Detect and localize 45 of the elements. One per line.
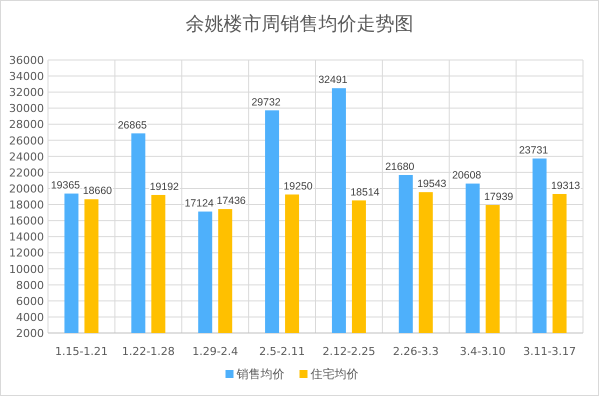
data-label: 19543 [417,178,447,190]
x-tick-label: 1.15-1.21 [54,345,108,358]
data-label: 17939 [484,191,514,204]
y-tick-label: 4000 [16,310,44,324]
chart-title: 余姚楼市周销售均价走势图 [186,13,414,35]
x-tick-label: 3.4-3.10 [460,345,506,358]
x-tick-label: 2.12-2.25 [322,345,376,358]
y-tick-label: 34000 [9,70,44,84]
x-tick-label: 2.26-3.3 [392,345,439,358]
y-tick-label: 22000 [9,166,44,180]
x-tick-label: 1.29-2.4 [192,345,238,358]
y-tick-label: 2000 [16,327,44,340]
data-label: 21680 [385,160,415,173]
data-label: 20608 [452,170,482,182]
data-label: 23731 [518,144,548,157]
x-tick-label: 3.11-3.17 [523,345,576,358]
y-tick-label: 18000 [9,198,44,212]
y-tick-label: 16000 [9,214,44,228]
data-label: 19313 [550,180,580,192]
legend-label: 销售均价 [236,367,284,381]
legend-label: 住宅均价 [310,367,358,381]
y-tick-label: 30000 [9,102,44,116]
y-tick-label: 36000 [9,54,44,67]
data-label: 32491 [318,74,348,86]
y-tick-label: 6000 [16,294,44,308]
data-label: 17436 [216,195,246,208]
y-tick-label: 20000 [9,182,44,196]
data-label: 19365 [50,180,80,192]
y-tick-label: 32000 [9,86,44,100]
data-label: 26865 [118,119,148,132]
y-tick-label: 8000 [16,278,44,292]
data-label: 17124 [184,198,214,210]
x-tick-label: 2.5-2.11 [259,345,306,358]
data-label: 29732 [251,96,281,108]
y-tick-label: 28000 [9,118,44,132]
data-label: 18660 [82,185,112,198]
y-tick-label: 26000 [9,134,44,148]
data-label: 18514 [350,186,380,198]
y-tick-label: 24000 [9,150,44,164]
y-tick-label: 12000 [9,246,44,260]
data-label: 19192 [150,180,180,193]
x-tick-label: 1.22-1.28 [122,345,175,358]
data-label: 19250 [283,180,313,192]
y-tick-label: 10000 [9,262,44,276]
y-tick-label: 14000 [9,230,44,244]
